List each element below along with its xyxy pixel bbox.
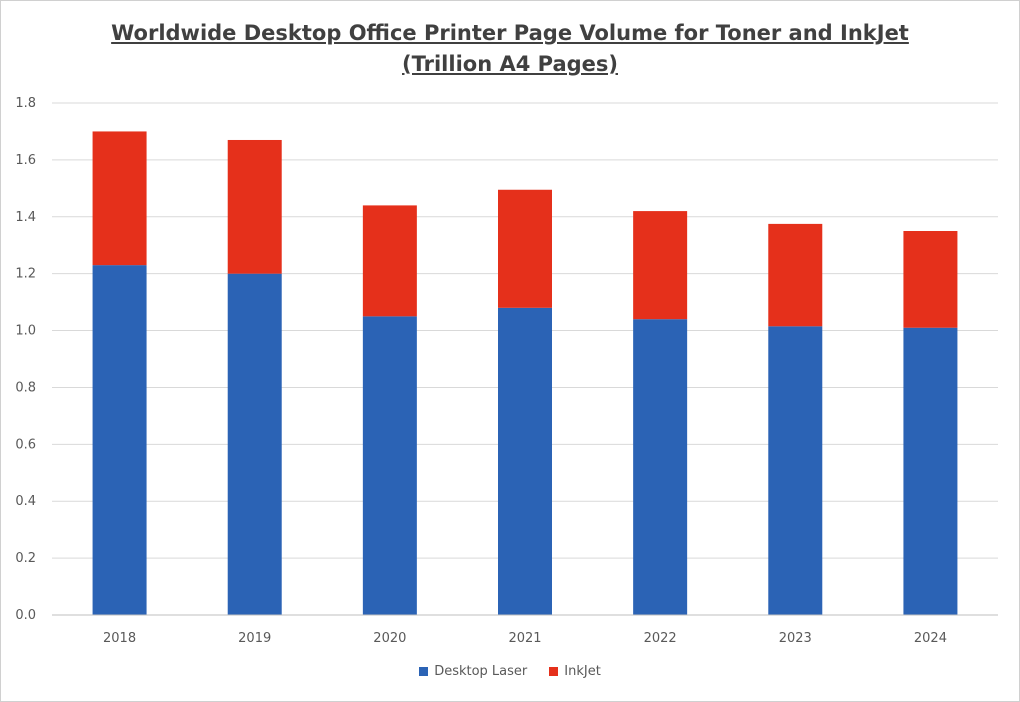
bar-inkjet-2018 xyxy=(92,131,147,266)
bar-inkjet-2021 xyxy=(498,189,552,308)
chart-legend: Desktop Laser InkJet xyxy=(0,664,1020,679)
y-tick-label: 0.8 xyxy=(15,380,36,395)
x-tick-label: 2018 xyxy=(103,631,136,646)
bar-inkjet-2022 xyxy=(633,211,688,320)
x-tick-label: 2024 xyxy=(914,631,947,646)
bar-inkjet-2023 xyxy=(768,223,823,327)
y-tick-label: 1.0 xyxy=(15,324,36,339)
legend-label-inkjet: InkJet xyxy=(564,664,601,679)
bar-desktop-laser-2019 xyxy=(227,273,282,615)
y-tick-label: 1.6 xyxy=(15,153,36,168)
y-tick-label: 0.2 xyxy=(15,551,36,566)
legend-swatch-desktop-laser xyxy=(419,667,429,676)
legend-label-desktop-laser: Desktop Laser xyxy=(434,664,528,679)
bar-desktop-laser-2022 xyxy=(633,319,688,615)
y-tick-label: 0.6 xyxy=(15,437,36,452)
x-tick-label: 2022 xyxy=(644,631,677,646)
bar-desktop-laser-2020 xyxy=(362,316,417,615)
x-tick-label: 2019 xyxy=(238,631,271,646)
y-tick-label: 1.8 xyxy=(15,96,36,111)
legend-item-desktop-laser: Desktop Laser xyxy=(419,664,527,679)
bar-inkjet-2024 xyxy=(903,231,958,328)
bar-desktop-laser-2024 xyxy=(903,327,958,615)
legend-swatch-inkjet xyxy=(549,667,559,676)
bar-desktop-laser-2021 xyxy=(498,307,552,615)
legend-item-inkjet: InkJet xyxy=(549,664,601,679)
chart-title-line2: (Trillion A4 Pages) xyxy=(402,52,618,76)
chart-title-line1: Worldwide Desktop Office Printer Page Vo… xyxy=(111,21,909,45)
bar-desktop-laser-2018 xyxy=(92,265,147,615)
bar-inkjet-2019 xyxy=(227,139,282,274)
y-tick-label: 1.4 xyxy=(15,210,36,225)
x-tick-label: 2021 xyxy=(508,631,541,646)
x-tick-label: 2023 xyxy=(779,631,812,646)
y-tick-label: 1.2 xyxy=(15,267,36,282)
bar-desktop-laser-2023 xyxy=(768,326,823,615)
y-tick-label: 0.4 xyxy=(15,494,36,509)
x-tick-label: 2020 xyxy=(373,631,406,646)
y-tick-label: 0.0 xyxy=(15,608,36,623)
bar-inkjet-2020 xyxy=(362,205,417,317)
